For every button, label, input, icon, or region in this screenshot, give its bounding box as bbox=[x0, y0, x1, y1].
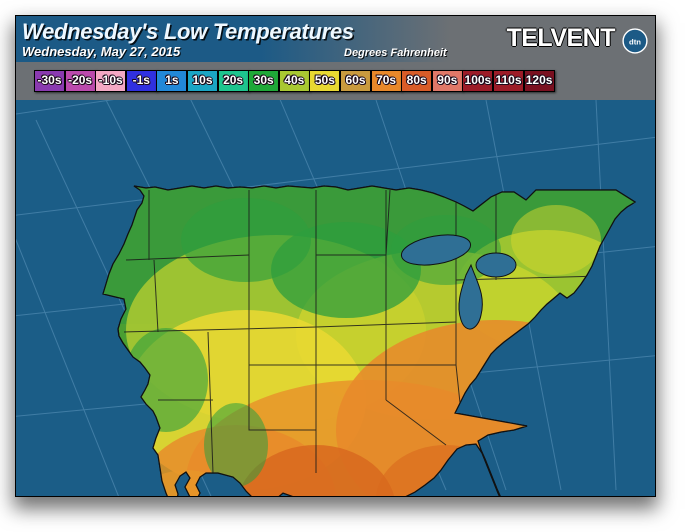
svg-text:dtn: dtn bbox=[629, 38, 641, 47]
